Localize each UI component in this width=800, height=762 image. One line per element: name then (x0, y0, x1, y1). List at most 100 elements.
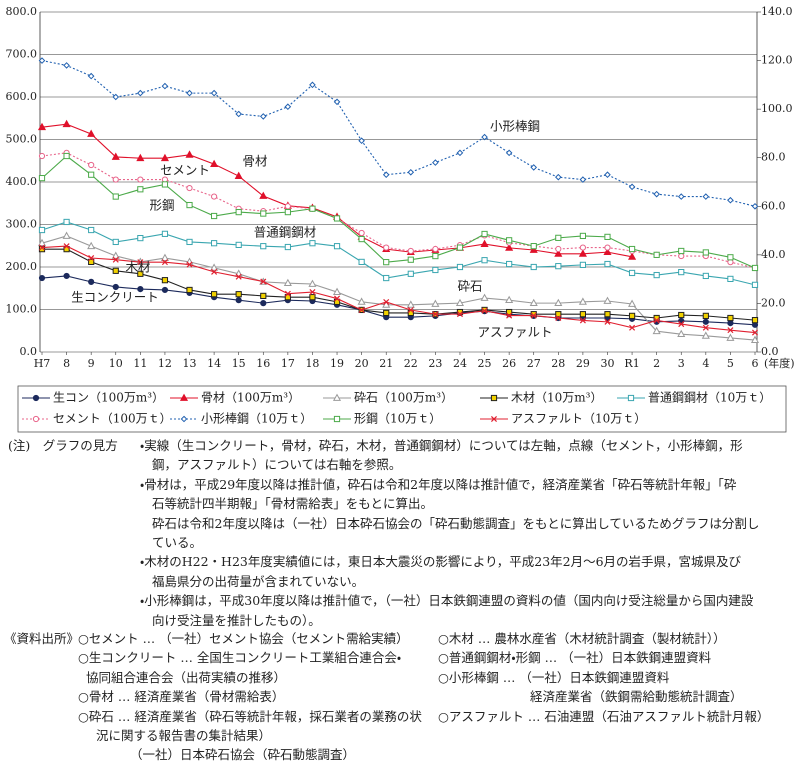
point (260, 292, 267, 299)
point (161, 82, 169, 90)
point (112, 176, 119, 183)
x-tick-label: 4 (702, 357, 709, 370)
line (41, 60, 756, 207)
y2-tick-label: 60.0 (761, 199, 786, 212)
line (41, 245, 756, 334)
point (555, 245, 562, 253)
point (382, 171, 390, 179)
legend-marker (490, 415, 498, 423)
x-tick-label: 29 (576, 357, 590, 370)
point (235, 209, 242, 216)
point (38, 152, 46, 160)
point (211, 268, 218, 275)
point (63, 272, 70, 280)
page: 0.0 100.0 200.0 300.0 400.0 500.0 600.0 700.0 80… (4, 5, 795, 761)
point (506, 312, 513, 319)
x-tick-label: 16 (256, 357, 270, 370)
point (702, 312, 709, 319)
point (38, 274, 46, 282)
point (161, 181, 169, 188)
series (37, 231, 760, 343)
x-tick-label: 23 (428, 357, 442, 370)
x-tick-label: 18 (305, 357, 319, 370)
point (161, 230, 169, 237)
point (629, 324, 636, 331)
y-tick-label: 800.0 (6, 5, 38, 18)
series (38, 218, 759, 288)
y2-tick-label: 20.0 (761, 296, 786, 309)
point (38, 246, 46, 253)
point (604, 171, 611, 179)
source-line: ○砕石 … 経済産業省（砕石等統計年報，採石業者の業務の状 (78, 708, 422, 724)
point (137, 259, 144, 266)
point (406, 300, 415, 308)
point (186, 184, 193, 192)
point (210, 89, 218, 97)
note-line: ・木材のH22・H23年度実績値には，東日本大震災の影響により，平成23年2月～… (140, 554, 742, 570)
point (309, 294, 316, 301)
point (702, 324, 709, 331)
point (63, 62, 70, 69)
point (628, 312, 636, 319)
annotation: 骨材 (242, 154, 267, 169)
annotation: セメント (160, 163, 210, 178)
point (432, 159, 439, 166)
point (727, 327, 734, 334)
point (653, 271, 660, 279)
note-line: 向け受注量を推計したもの）。 (152, 612, 321, 628)
x-tick-label: 25 (478, 357, 492, 370)
point (702, 193, 710, 200)
x-tick-label: 21 (379, 357, 393, 370)
point (481, 257, 488, 264)
point (211, 212, 218, 220)
point (678, 269, 685, 276)
point (506, 308, 513, 316)
point (555, 314, 562, 322)
point (37, 122, 47, 131)
point (112, 193, 119, 200)
legend-marker (180, 415, 188, 423)
point (87, 241, 96, 250)
point (727, 314, 734, 322)
point (160, 253, 169, 261)
point (678, 311, 685, 319)
x-tick-label: 9 (88, 357, 95, 370)
point (309, 288, 316, 296)
point (652, 326, 661, 335)
y-tick-label: 400.0 (6, 175, 38, 188)
point (554, 298, 563, 307)
point (186, 238, 193, 246)
point (383, 259, 390, 266)
point (137, 235, 144, 242)
point (88, 171, 95, 178)
point (480, 293, 489, 301)
point (579, 317, 586, 324)
point (358, 137, 365, 145)
point (283, 278, 292, 287)
point (628, 252, 637, 260)
point (211, 291, 218, 298)
legend-marker (490, 394, 498, 402)
point (628, 269, 636, 277)
annotation: 形鋼 (149, 198, 174, 213)
point (727, 196, 734, 204)
legend-label: 形鋼（10万ｔ） (354, 412, 441, 426)
point (112, 238, 119, 246)
point (702, 318, 709, 325)
source-line: ○小形棒鋼 … （一社）日本鉄鋼連盟資料 (438, 669, 670, 685)
source-line: ○骨材 … 経済産業省（骨材需給表） (78, 689, 285, 705)
point (38, 226, 46, 234)
annotation: 木材 (125, 260, 150, 275)
annotation: 普通鋼鋼材 (254, 225, 317, 240)
point (38, 175, 46, 182)
point (358, 229, 365, 237)
point (603, 247, 612, 256)
point (333, 98, 341, 106)
point (235, 241, 242, 249)
point (37, 238, 47, 247)
point (62, 119, 71, 128)
x-axis-label: (年度) (764, 356, 795, 370)
point (284, 203, 291, 210)
point (38, 57, 46, 64)
point (358, 306, 365, 314)
